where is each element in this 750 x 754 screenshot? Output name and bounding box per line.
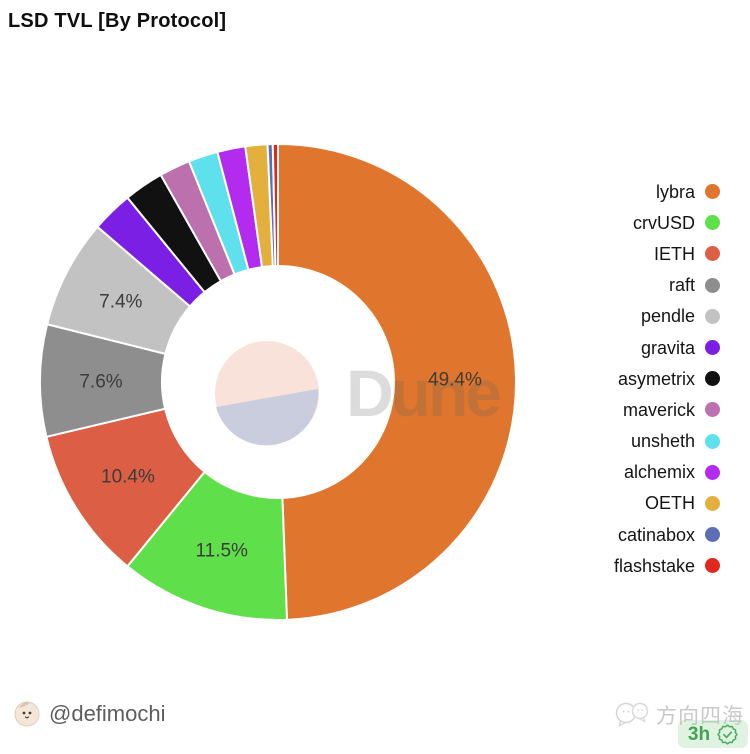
page-title: LSD TVL [By Protocol] [8, 10, 227, 32]
chart-legend: lybra crvUSD IETH raft pendle gravita as… [614, 176, 720, 581]
legend-item-crvUSD[interactable]: crvUSD [633, 207, 720, 238]
legend-label: alchemix [623, 462, 695, 483]
legend-item-OETH[interactable]: OETH [645, 488, 720, 519]
legend-label: IETH [653, 243, 695, 264]
channel-name: 方向四海 [656, 705, 744, 728]
legend-color-dot [705, 433, 720, 449]
legend-item-flashstake[interactable]: flashstake [614, 550, 720, 581]
pie-label-lybra: 49.4% [428, 369, 482, 390]
legend-color-dot [705, 402, 720, 418]
pie-slice-labels: 49.4% 11.5% 10.4% 7.6% 7.4% [79, 291, 482, 561]
verified-check-icon [717, 723, 738, 745]
legend-item-lybra[interactable]: lybra [656, 176, 720, 207]
legend-item-alchemix[interactable]: alchemix [624, 457, 720, 488]
author-handle: @defimochi [49, 701, 166, 726]
legend-label: flashstake [613, 555, 695, 576]
legend-label: catinabox [617, 524, 695, 545]
chat-bubbles-icon [615, 702, 649, 727]
legend-label: gravita [640, 337, 695, 358]
legend-label: unsheth [630, 431, 695, 452]
pie-label-IETH: 10.4% [101, 467, 155, 488]
legend-color-dot [705, 184, 720, 200]
legend-color-dot [705, 464, 720, 480]
dune-watermark-text: Dune [346, 356, 500, 430]
legend-label: OETH [644, 493, 695, 514]
author-attribution: @defimochi [14, 701, 166, 727]
legend-item-asymetrix[interactable]: asymetrix [618, 363, 720, 394]
legend-item-unsheth[interactable]: unsheth [631, 426, 720, 457]
donut-chart: Dune 49.4% 11.5% 10.4% 7.6% 7.4% [39, 143, 517, 621]
legend-color-dot [705, 246, 720, 262]
legend-color-dot [705, 558, 720, 574]
legend-item-gravita[interactable]: gravita [641, 332, 720, 363]
legend-item-raft[interactable]: raft [669, 270, 720, 301]
legend-label: asymetrix [617, 368, 695, 389]
legend-color-dot [705, 277, 720, 293]
legend-color-dot [705, 308, 720, 324]
legend-color-dot [705, 495, 720, 511]
legend-label: raft [668, 275, 695, 296]
time-badge-text: 3h [687, 723, 711, 745]
pie-slices [39, 143, 517, 621]
legend-label: lybra [655, 181, 695, 202]
legend-color-dot [705, 215, 720, 231]
time-badge: 3h [678, 720, 748, 748]
legend-label: crvUSD [633, 212, 695, 233]
legend-item-catinabox[interactable]: catinabox [618, 519, 720, 550]
pie-label-crvUSD: 11.5% [195, 540, 248, 561]
pie-slice-flashstake[interactable] [271, 143, 279, 268]
legend-item-pendle[interactable]: pendle [641, 301, 720, 332]
legend-color-dot [705, 527, 720, 543]
channel-attribution: 方向四海 [614, 700, 744, 730]
legend-color-dot [705, 340, 720, 356]
legend-color-dot [705, 371, 720, 387]
legend-label: pendle [640, 306, 695, 327]
mochi-avatar-icon [14, 701, 40, 727]
legend-label: maverick [622, 399, 695, 420]
pie-slice-lybra[interactable] [277, 143, 517, 621]
pie-label-pendle: 7.4% [99, 291, 142, 312]
legend-item-IETH[interactable]: IETH [654, 238, 720, 269]
legend-item-maverick[interactable]: maverick [623, 394, 720, 425]
dune-logo-icon [215, 341, 319, 446]
pie-label-raft: 7.6% [79, 372, 122, 393]
